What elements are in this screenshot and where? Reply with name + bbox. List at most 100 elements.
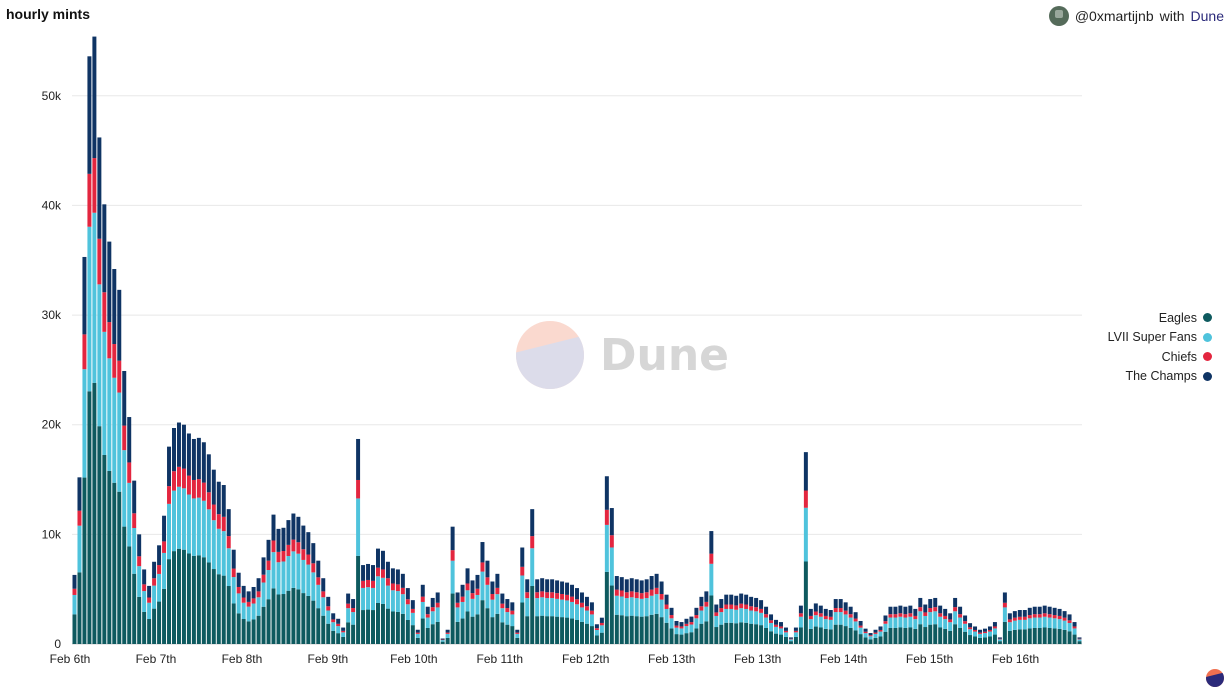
bar-segment-the-champs[interactable]	[639, 580, 644, 594]
bar-segment-eagles[interactable]	[361, 610, 366, 644]
bar-segment-eagles[interactable]	[311, 600, 316, 644]
bar-segment-lvii-super-fans[interactable]	[206, 509, 211, 563]
bar-segment-lvii-super-fans[interactable]	[1072, 628, 1077, 635]
bar-segment-eagles[interactable]	[460, 618, 465, 644]
bar-segment-chiefs[interactable]	[724, 604, 729, 609]
bar-segment-lvii-super-fans[interactable]	[555, 598, 560, 617]
bar-segment-the-champs[interactable]	[992, 622, 997, 627]
bar-segment-chiefs[interactable]	[898, 613, 903, 617]
bar-segment-the-champs[interactable]	[137, 534, 142, 557]
bar-segment-chiefs[interactable]	[853, 618, 858, 622]
bar-segment-lvii-super-fans[interactable]	[853, 621, 858, 631]
bar-segment-lvii-super-fans[interactable]	[714, 615, 719, 628]
bar-segment-eagles[interactable]	[440, 641, 445, 644]
bar-segment-eagles[interactable]	[674, 634, 679, 644]
bar-segment-eagles[interactable]	[694, 628, 699, 644]
bar-segment-lvii-super-fans[interactable]	[684, 626, 689, 634]
bar-segment-lvii-super-fans[interactable]	[908, 616, 913, 628]
bar-segment-chiefs[interactable]	[316, 577, 321, 585]
bar-segment-the-champs[interactable]	[107, 241, 112, 323]
bar-segment-lvii-super-fans[interactable]	[664, 608, 669, 623]
bar-segment-the-champs[interactable]	[699, 596, 704, 607]
bar-segment-eagles[interactable]	[1052, 628, 1057, 644]
bar-segment-chiefs[interactable]	[958, 614, 963, 618]
bar-segment-the-champs[interactable]	[948, 613, 953, 620]
bar-segment-eagles[interactable]	[326, 623, 331, 644]
bar-segment-lvii-super-fans[interactable]	[142, 591, 147, 612]
bar-segment-the-champs[interactable]	[594, 624, 599, 629]
bar-segment-eagles[interactable]	[490, 617, 495, 644]
bar-segment-lvii-super-fans[interactable]	[654, 594, 659, 614]
bar-segment-the-champs[interactable]	[769, 614, 774, 621]
bar-segment-eagles[interactable]	[619, 615, 624, 644]
bar-segment-the-champs[interactable]	[216, 481, 221, 515]
bar-segment-eagles[interactable]	[162, 588, 167, 644]
bar-segment-chiefs[interactable]	[356, 479, 361, 499]
bar-segment-lvii-super-fans[interactable]	[793, 632, 798, 637]
bar-segment-chiefs[interactable]	[584, 606, 589, 611]
bar-segment-chiefs[interactable]	[147, 597, 152, 603]
bar-segment-lvii-super-fans[interactable]	[301, 559, 306, 594]
bar-segment-lvii-super-fans[interactable]	[306, 564, 311, 596]
bar-segment-lvii-super-fans[interactable]	[1077, 639, 1082, 642]
bar-segment-lvii-super-fans[interactable]	[117, 392, 122, 492]
bar-segment-chiefs[interactable]	[619, 590, 624, 597]
bar-segment-eagles[interactable]	[838, 624, 843, 644]
bar-segment-lvii-super-fans[interactable]	[599, 625, 604, 633]
bar-segment-chiefs[interactable]	[883, 621, 888, 624]
bar-segment-the-champs[interactable]	[306, 532, 311, 555]
bar-segment-chiefs[interactable]	[276, 551, 281, 563]
bar-segment-the-champs[interactable]	[256, 578, 261, 592]
bar-segment-lvii-super-fans[interactable]	[281, 561, 286, 595]
bar-segment-lvii-super-fans[interactable]	[863, 633, 868, 638]
bar-segment-the-champs[interactable]	[858, 620, 863, 626]
bar-segment-lvii-super-fans[interactable]	[1032, 617, 1037, 628]
bar-segment-lvii-super-fans[interactable]	[729, 608, 734, 623]
bar-segment-chiefs[interactable]	[206, 492, 211, 510]
bar-segment-lvii-super-fans[interactable]	[540, 597, 545, 616]
bar-segment-the-champs[interactable]	[709, 531, 714, 554]
bar-segment-eagles[interactable]	[181, 549, 186, 644]
bar-segment-eagles[interactable]	[604, 571, 609, 644]
bar-segment-eagles[interactable]	[793, 636, 798, 644]
bar-segment-eagles[interactable]	[346, 622, 351, 644]
bar-segment-lvii-super-fans[interactable]	[410, 612, 415, 626]
bar-segment-eagles[interactable]	[1072, 634, 1077, 644]
bar-segment-chiefs[interactable]	[1052, 615, 1057, 619]
bar-segment-lvii-super-fans[interactable]	[321, 597, 326, 616]
bar-segment-the-champs[interactable]	[157, 545, 162, 566]
bar-segment-the-champs[interactable]	[395, 569, 400, 585]
bar-segment-the-champs[interactable]	[903, 606, 908, 615]
bar-segment-lvii-super-fans[interactable]	[87, 226, 92, 392]
bar-segment-eagles[interactable]	[82, 477, 87, 644]
bar-segment-eagles[interactable]	[540, 615, 545, 644]
bar-segment-the-champs[interactable]	[520, 547, 525, 567]
bar-segment-eagles[interactable]	[654, 613, 659, 644]
bar-segment-lvii-super-fans[interactable]	[361, 587, 366, 611]
bar-segment-eagles[interactable]	[251, 619, 256, 644]
bar-segment-the-champs[interactable]	[132, 480, 137, 514]
bar-segment-chiefs[interactable]	[256, 591, 261, 598]
bar-segment-eagles[interactable]	[450, 593, 455, 644]
bar-segment-the-champs[interactable]	[490, 581, 495, 595]
bar-segment-chiefs[interactable]	[838, 608, 843, 613]
bar-segment-eagles[interactable]	[1062, 629, 1067, 644]
bar-segment-the-champs[interactable]	[913, 608, 918, 616]
bar-segment-eagles[interactable]	[112, 482, 117, 644]
bar-segment-eagles[interactable]	[878, 636, 883, 644]
bar-segment-chiefs[interactable]	[744, 604, 749, 609]
bar-segment-eagles[interactable]	[579, 621, 584, 644]
bar-segment-lvii-super-fans[interactable]	[992, 628, 997, 635]
bar-segment-the-champs[interactable]	[167, 446, 172, 487]
bar-segment-lvii-super-fans[interactable]	[803, 507, 808, 562]
bar-segment-the-champs[interactable]	[196, 437, 201, 480]
bar-segment-eagles[interactable]	[734, 623, 739, 644]
bar-segment-lvii-super-fans[interactable]	[734, 609, 739, 624]
bar-segment-the-champs[interactable]	[271, 514, 276, 541]
bar-segment-chiefs[interactable]	[888, 614, 893, 618]
bar-segment-the-champs[interactable]	[211, 469, 216, 505]
bar-segment-the-champs[interactable]	[649, 576, 654, 590]
bar-segment-chiefs[interactable]	[788, 638, 793, 640]
bar-segment-eagles[interactable]	[1032, 627, 1037, 644]
bar-segment-lvii-super-fans[interactable]	[813, 615, 818, 627]
